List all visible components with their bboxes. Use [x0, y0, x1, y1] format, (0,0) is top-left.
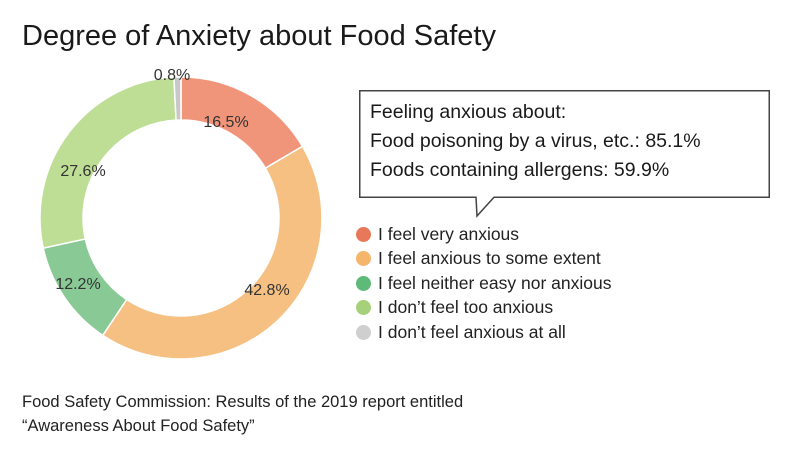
source-note: Food Safety Commission: Results of the 2… — [22, 390, 463, 438]
legend-item: I don’t feel anxious at all — [356, 320, 611, 345]
legend-label: I feel neither easy nor anxious — [378, 272, 612, 293]
legend-swatch — [356, 251, 371, 267]
callout-line-allergens: Foods containing allergens: 59.9% — [370, 159, 670, 181]
callout-bubble — [359, 90, 770, 218]
legend-label: I feel anxious to some extent — [378, 248, 601, 269]
slice-value-label: 0.8% — [154, 67, 190, 84]
chart-title: Degree of Anxiety about Food Safety — [22, 20, 496, 52]
legend-label: I feel very anxious — [378, 223, 520, 244]
legend-item: I don’t feel too anxious — [356, 296, 611, 321]
legend-item: I feel anxious to some extent — [356, 247, 611, 272]
legend-swatch — [356, 226, 371, 242]
legend-swatch — [356, 324, 371, 340]
source-line-1: Food Safety Commission: Results of the 2… — [22, 393, 464, 411]
chart-legend: I feel very anxious I feel anxious to so… — [356, 222, 611, 345]
donut-slice — [101, 145, 323, 360]
legend-swatch — [356, 275, 371, 291]
legend-label: I don’t feel anxious at all — [378, 321, 566, 342]
legend-swatch — [356, 300, 371, 316]
donut-chart: 16.5% 42.8% 12.2% 27.6% 0.8% — [39, 67, 323, 360]
slice-value-label: 27.6% — [60, 163, 105, 180]
callout-line-heading: Feeling anxious about: — [370, 101, 567, 123]
legend-item: I feel neither easy nor anxious — [356, 271, 611, 296]
source-line-2: “Awareness About Food Safety” — [22, 417, 255, 435]
callout-box: Feeling anxious about: Food poisoning by… — [359, 90, 770, 218]
callout-text: Feeling anxious about: Food poisoning by… — [370, 98, 701, 185]
callout-line-virus: Food poisoning by a virus, etc.: 85.1% — [370, 130, 701, 152]
slice-value-label: 16.5% — [203, 114, 248, 131]
donut-slice — [173, 76, 182, 121]
slice-value-label: 42.8% — [244, 282, 289, 299]
legend-label: I don’t feel too anxious — [378, 297, 554, 318]
legend-item: I feel very anxious — [356, 222, 611, 247]
slice-value-label: 12.2% — [55, 276, 100, 293]
